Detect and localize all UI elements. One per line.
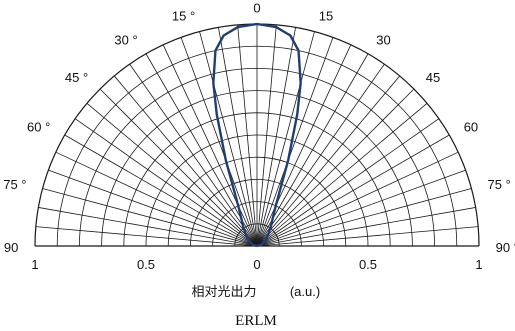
angle-grid-spoke (162, 44, 258, 247)
angle-tick-label: 0 (253, 0, 260, 15)
x-axis-label: 相对光出力 (191, 284, 256, 299)
radial-tick-labels: 1 0.5 0 0.5 1 (31, 257, 482, 272)
radial-tick-label: 0 (253, 257, 260, 272)
angle-tick-label: 15 (319, 9, 333, 24)
angle-grid-spoke (64, 134, 258, 247)
chart-caption: ERLM (235, 313, 277, 329)
angle-tick-label: 30 ° (114, 32, 137, 47)
x-axis-unit: (a.u.) (290, 284, 320, 299)
angle-grid-spoke (256, 44, 352, 247)
angle-grid-spoke (35, 226, 258, 247)
angle-grid-spoke (256, 53, 369, 247)
angle-grid-spoke (256, 75, 401, 247)
angle-grid-spoke (256, 27, 296, 247)
angle-tick-label: 60 (464, 120, 478, 135)
angle-grid-spoke (256, 188, 472, 247)
series-layer (212, 22, 302, 248)
angle-tick-label: 90 ° (496, 240, 515, 255)
radial-tick-label: 0.5 (359, 257, 377, 272)
angle-grid-spoke (55, 151, 258, 247)
angle-grid-spoke (237, 24, 258, 247)
angle-grid-spoke (256, 169, 466, 247)
angle-grid-spoke (256, 207, 476, 247)
angle-grid-spoke (48, 169, 258, 247)
angle-tick-labels: 0 15 15 ° 30 30 ° 45 45 ° 60 60 ° 75 ° 75 ° 90 ° 90 (3, 0, 515, 255)
angle-grid-spoke (180, 37, 258, 247)
angle-grid-spoke (256, 226, 479, 247)
angle-grid-spoke (256, 37, 334, 247)
angle-grid-spoke (199, 31, 258, 247)
angle-grid-spoke (256, 88, 415, 247)
angle-grid-spoke (145, 53, 258, 247)
angle-grid-spoke (38, 207, 258, 247)
radial-tick-label: 0.5 (137, 257, 155, 272)
angle-tick-label: 60 ° (27, 120, 50, 135)
angle-grid-spoke (113, 75, 258, 247)
angle-grid-spoke (256, 118, 440, 247)
angle-tick-label: 75 ° (488, 177, 511, 192)
polar-grid (34, 23, 480, 247)
angle-grid-spoke (256, 134, 450, 247)
angle-tick-label: 90 (4, 240, 18, 255)
radial-tick-label: 1 (475, 257, 482, 272)
series-line (212, 22, 302, 248)
angle-grid-spoke (86, 102, 258, 247)
angle-grid-spoke (129, 63, 258, 247)
angle-grid-spoke (99, 88, 258, 247)
angle-grid-spoke (256, 24, 277, 247)
angle-tick-label: 75 ° (3, 177, 26, 192)
radial-tick-label: 1 (31, 257, 38, 272)
angle-grid-spoke (42, 188, 258, 247)
angle-grid-spoke (74, 118, 258, 247)
angle-tick-label: 45 (426, 70, 440, 85)
angle-grid-spoke (256, 31, 315, 247)
angle-grid-spoke (218, 27, 258, 247)
angle-tick-label: 45 ° (65, 70, 88, 85)
angle-tick-label: 15 ° (172, 9, 195, 24)
angle-grid-spoke (256, 151, 459, 247)
angle-grid-spoke (256, 102, 428, 247)
angle-tick-label: 30 (376, 32, 390, 47)
angle-grid-spoke (256, 63, 385, 247)
